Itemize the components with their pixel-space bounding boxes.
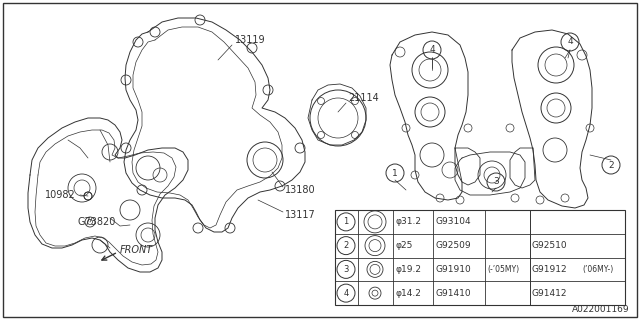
Text: 3: 3 [343, 265, 349, 274]
Text: (-’05MY): (-’05MY) [487, 265, 519, 274]
Text: 4: 4 [344, 289, 349, 298]
Text: 21114: 21114 [348, 93, 379, 103]
Text: 13180: 13180 [285, 185, 316, 195]
Text: A022001169: A022001169 [572, 305, 630, 314]
Text: G91412: G91412 [532, 289, 568, 298]
Text: 13119: 13119 [235, 35, 266, 45]
Text: G93104: G93104 [435, 217, 470, 226]
Text: 2: 2 [344, 241, 349, 250]
Text: 4: 4 [429, 45, 435, 54]
Text: G92510: G92510 [532, 241, 568, 250]
Text: 3: 3 [493, 178, 499, 187]
Text: 13117: 13117 [285, 210, 316, 220]
Text: 10982: 10982 [45, 190, 76, 200]
Text: φ19.2: φ19.2 [395, 265, 421, 274]
Text: 1: 1 [344, 217, 349, 226]
Text: 2: 2 [608, 161, 614, 170]
Text: G91910: G91910 [435, 265, 471, 274]
Text: (’06MY-): (’06MY-) [582, 265, 613, 274]
Text: FRONT: FRONT [120, 245, 153, 255]
Text: φ31.2: φ31.2 [395, 217, 421, 226]
Bar [335, 210, 625, 305]
Text: G91410: G91410 [435, 289, 470, 298]
Text: φ25: φ25 [395, 241, 412, 250]
Text: 4: 4 [567, 37, 573, 46]
Text: G92509: G92509 [435, 241, 470, 250]
Text: G91912: G91912 [532, 265, 568, 274]
Text: G73820: G73820 [78, 217, 116, 227]
Text: φ14.2: φ14.2 [395, 289, 421, 298]
Text: 1: 1 [392, 169, 398, 178]
